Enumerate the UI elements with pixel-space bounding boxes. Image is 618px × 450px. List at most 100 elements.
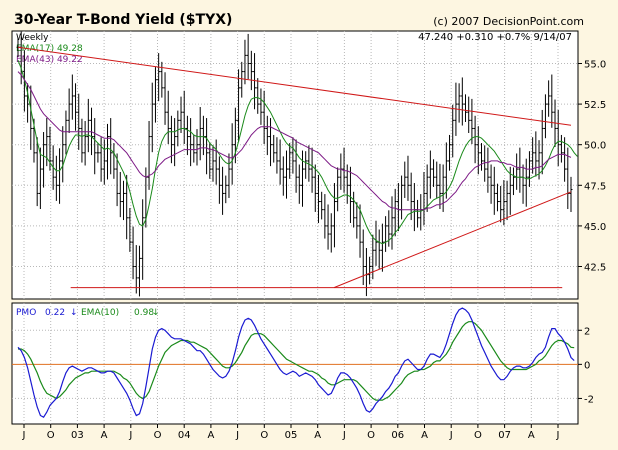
pmo-line bbox=[17, 307, 575, 418]
price-bar bbox=[93, 118, 97, 175]
price-bar bbox=[134, 245, 138, 294]
x-tick-label: A bbox=[421, 430, 428, 441]
pmo-y-tick-label: 0 bbox=[584, 360, 590, 371]
price-bar bbox=[198, 107, 202, 161]
x-tick-label: J bbox=[342, 430, 346, 441]
price-bar bbox=[38, 147, 42, 210]
price-bar bbox=[64, 110, 68, 155]
price-bar bbox=[291, 137, 295, 174]
price-bar bbox=[128, 208, 132, 252]
ema43-legend: EMA(43) 49.22 bbox=[16, 55, 83, 65]
price-bar bbox=[173, 118, 177, 167]
price-bar bbox=[502, 180, 506, 226]
price-bar bbox=[403, 161, 407, 198]
x-tick-label: A bbox=[207, 430, 214, 441]
x-tick-label: J bbox=[449, 430, 453, 441]
price-bar bbox=[269, 118, 273, 167]
price-bar bbox=[467, 96, 471, 134]
price-bar bbox=[224, 175, 228, 204]
price-bar bbox=[543, 94, 547, 139]
chart-credit: (c) 2007 DecisionPoint.com bbox=[433, 15, 584, 28]
price-bar bbox=[205, 118, 209, 175]
x-tick-label: 06 bbox=[391, 430, 404, 441]
price-bar bbox=[281, 156, 285, 196]
price-bar bbox=[524, 158, 528, 207]
price-bar bbox=[153, 67, 157, 123]
price-bar bbox=[304, 151, 308, 179]
price-bar bbox=[26, 83, 30, 123]
price-panel bbox=[11, 30, 579, 300]
x-tick-label: A bbox=[314, 430, 321, 441]
price-bar bbox=[300, 150, 304, 207]
axis-labels: 42.5 45.0 47.5 50.0 52.5 55.0 -2 0 2 J O 03 A J O 04 A J O… bbox=[22, 59, 607, 441]
pmo-down-arrow-icon: ↓ bbox=[70, 308, 78, 318]
chart-title: 30-Year T-Bond Yield ($TYX) bbox=[14, 12, 232, 28]
price-bar bbox=[150, 82, 154, 153]
x-tick-label: J bbox=[128, 430, 132, 441]
pmo-legend-value: 0.22 bbox=[45, 308, 65, 318]
price-bar bbox=[221, 166, 225, 215]
price-bar bbox=[409, 172, 413, 221]
price-bar bbox=[432, 159, 436, 187]
price-bar bbox=[96, 143, 100, 163]
x-tick-label: O bbox=[47, 430, 55, 441]
pmo-ema-legend-label: EMA(10) bbox=[81, 308, 119, 318]
price-bar bbox=[77, 93, 81, 150]
price-bar bbox=[358, 204, 362, 258]
price-bar bbox=[448, 134, 452, 171]
x-tick-label: A bbox=[101, 430, 108, 441]
price-bar bbox=[313, 164, 317, 212]
price-bar bbox=[227, 153, 231, 198]
x-tick-label: J bbox=[556, 430, 560, 441]
price-bar bbox=[425, 164, 429, 212]
price-bar bbox=[58, 148, 62, 204]
price-bar bbox=[86, 98, 90, 153]
price-bar bbox=[441, 164, 445, 212]
price-bar bbox=[275, 137, 279, 174]
x-tick-label: J bbox=[235, 430, 239, 441]
price-bar bbox=[336, 167, 340, 212]
price-bar bbox=[61, 126, 65, 183]
price-bar bbox=[310, 147, 314, 193]
price-bar bbox=[118, 171, 122, 218]
price-bar bbox=[380, 223, 384, 272]
price-bar bbox=[511, 167, 515, 196]
price-bar bbox=[534, 131, 538, 177]
price-bar bbox=[505, 180, 509, 221]
price-bar bbox=[428, 150, 432, 199]
price-bar bbox=[499, 185, 503, 223]
price-bar bbox=[67, 88, 71, 134]
price-bar bbox=[83, 120, 87, 166]
price-bar bbox=[563, 137, 567, 182]
price-bar bbox=[125, 174, 129, 240]
price-y-tick-label: 47.5 bbox=[584, 181, 606, 192]
price-bar bbox=[35, 137, 39, 207]
price-bar bbox=[240, 61, 244, 98]
ema17-legend: EMA(17) 49.28 bbox=[16, 44, 83, 54]
pmo-y-tick-label: -2 bbox=[584, 394, 594, 405]
price-y-tick-label: 52.5 bbox=[584, 100, 606, 111]
price-bar bbox=[355, 202, 359, 239]
price-bar bbox=[106, 123, 110, 180]
price-bar bbox=[189, 118, 193, 167]
price-bar bbox=[195, 129, 199, 166]
price-bar bbox=[185, 115, 189, 156]
price-bar bbox=[438, 163, 442, 210]
price-bar bbox=[272, 134, 276, 163]
price-bar bbox=[179, 96, 183, 134]
x-tick-label: 03 bbox=[71, 430, 84, 441]
price-bar bbox=[531, 137, 535, 174]
price-bar bbox=[166, 90, 170, 145]
price-bar bbox=[163, 72, 167, 125]
price-bar bbox=[556, 109, 560, 167]
price-bar bbox=[70, 74, 74, 120]
price-bar bbox=[470, 98, 474, 145]
price-bar bbox=[131, 226, 135, 280]
price-bar bbox=[460, 77, 464, 126]
price-bar bbox=[390, 196, 394, 250]
price-bar bbox=[297, 164, 301, 204]
price-bar bbox=[169, 115, 173, 164]
price-y-tick-label: 45.0 bbox=[584, 222, 606, 233]
price-bar bbox=[262, 90, 266, 145]
price-bar bbox=[42, 132, 46, 188]
